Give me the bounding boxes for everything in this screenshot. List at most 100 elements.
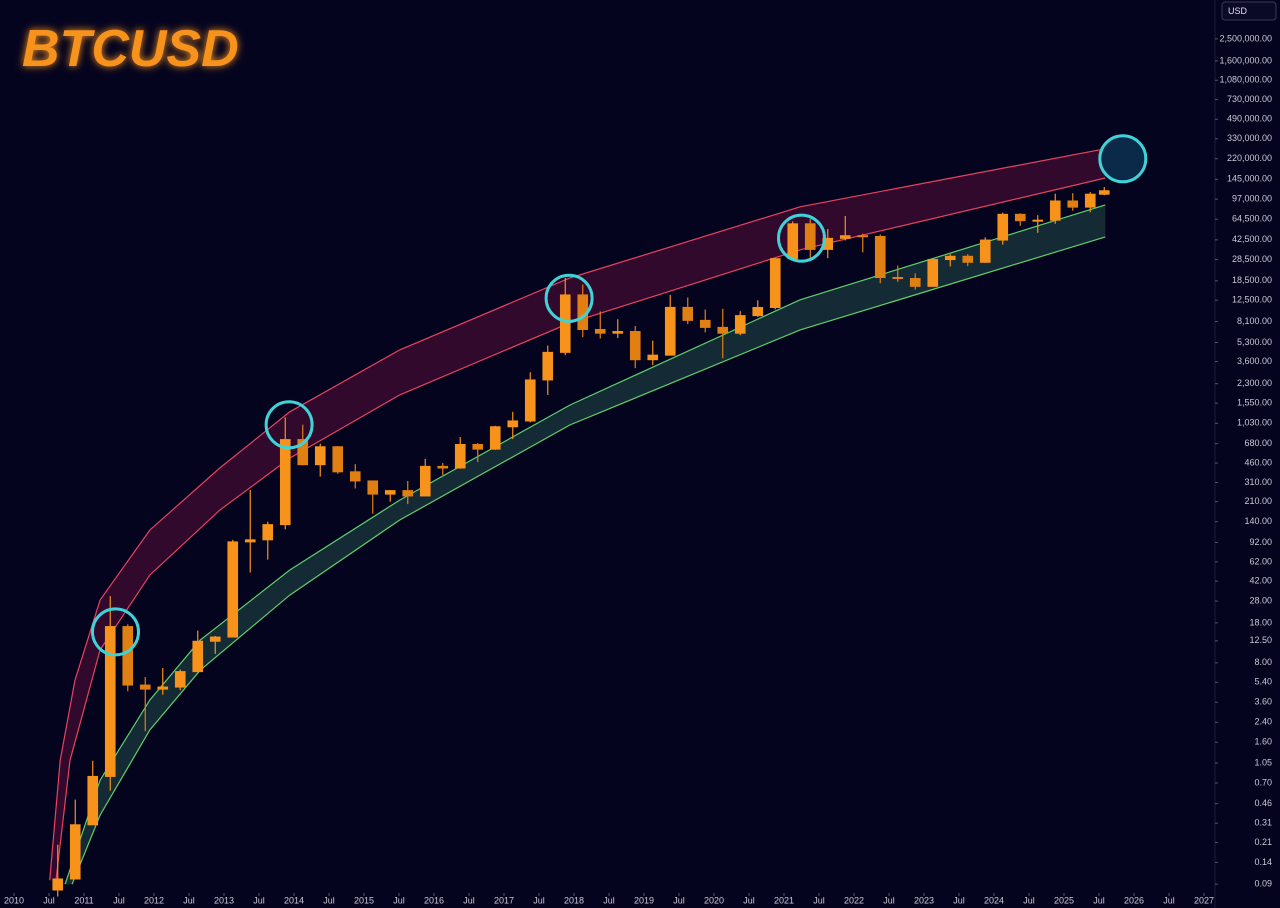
candle-body bbox=[87, 775, 99, 826]
x-tick-label: 2019 bbox=[634, 895, 654, 905]
x-tick-label: 2021 bbox=[774, 895, 794, 905]
x-tick-label: 2010 bbox=[4, 895, 24, 905]
x-tick-label: 2014 bbox=[284, 895, 304, 905]
candle-body bbox=[944, 255, 956, 261]
x-tick-label: Jul bbox=[743, 895, 755, 905]
highlight-circle bbox=[264, 400, 314, 450]
y-tick-label: 18.00 bbox=[1249, 617, 1272, 627]
y-tick-label: 680.00 bbox=[1244, 438, 1272, 448]
y-tick-label: 1.05 bbox=[1254, 757, 1272, 767]
candle-body bbox=[174, 671, 186, 688]
y-tick-label: 97,000.00 bbox=[1232, 194, 1272, 204]
x-tick-label: 2025 bbox=[1054, 895, 1074, 905]
x-tick-label: Jul bbox=[113, 895, 125, 905]
y-tick-label: 330,000.00 bbox=[1227, 133, 1272, 143]
candle-body bbox=[1067, 200, 1079, 208]
y-tick-label: 3.60 bbox=[1254, 697, 1272, 707]
x-tick-label: 2020 bbox=[704, 895, 724, 905]
x-tick-label: Jul bbox=[253, 895, 265, 905]
x-tick-label: 2017 bbox=[494, 895, 514, 905]
y-tick-label: 0.09 bbox=[1254, 879, 1272, 889]
y-tick-label: 1,600,000.00 bbox=[1219, 55, 1272, 65]
y-tick-label: 140.00 bbox=[1244, 516, 1272, 526]
candle-body bbox=[787, 223, 799, 260]
y-tick-label: 0.14 bbox=[1254, 857, 1272, 867]
highlights bbox=[91, 134, 1148, 657]
x-tick-label: Jul bbox=[883, 895, 895, 905]
y-tick-label: 8.00 bbox=[1254, 657, 1272, 667]
y-tick-label: 92.00 bbox=[1249, 537, 1272, 547]
candles bbox=[52, 187, 1110, 897]
y-tick-label: 730,000.00 bbox=[1227, 94, 1272, 104]
y-tick-label: 220,000.00 bbox=[1227, 153, 1272, 163]
x-tick-label: Jul bbox=[393, 895, 405, 905]
candle-body bbox=[314, 446, 326, 466]
x-tick-label: Jul bbox=[463, 895, 475, 905]
x-tick-label: Jul bbox=[323, 895, 335, 905]
y-tick-label: 1,030.00 bbox=[1237, 418, 1272, 428]
highlight-circle bbox=[1098, 134, 1148, 184]
candle-body bbox=[454, 443, 466, 469]
candle-body bbox=[192, 640, 204, 673]
candle-body bbox=[122, 626, 134, 686]
x-tick-label: Jul bbox=[673, 895, 685, 905]
candle-body bbox=[629, 331, 641, 361]
x-tick-label: 2015 bbox=[354, 895, 374, 905]
x-tick-label: Jul bbox=[533, 895, 545, 905]
band-line bbox=[49, 149, 1100, 881]
candle-body bbox=[734, 315, 746, 334]
candle-body bbox=[472, 443, 484, 450]
candle-body bbox=[244, 539, 256, 543]
candle-body bbox=[804, 223, 816, 250]
candle-body bbox=[664, 306, 676, 356]
y-tick-label: 1,080,000.00 bbox=[1219, 75, 1272, 85]
candle-body bbox=[437, 465, 449, 469]
x-tick-label: Jul bbox=[1023, 895, 1035, 905]
candle-body bbox=[594, 328, 606, 334]
candle-body bbox=[769, 258, 781, 308]
y-tick-label: 64,500.00 bbox=[1232, 214, 1272, 224]
y-tick-label: 18,500.00 bbox=[1232, 275, 1272, 285]
x-tick-label: 2027 bbox=[1194, 895, 1214, 905]
x-tick-label: 2024 bbox=[984, 895, 1004, 905]
candle-body bbox=[297, 439, 309, 466]
candle-body bbox=[1098, 190, 1110, 195]
y-tick-label: 210.00 bbox=[1244, 496, 1272, 506]
candle-body bbox=[384, 490, 396, 495]
candle-body bbox=[332, 446, 344, 473]
y-tick-label: 0.70 bbox=[1254, 777, 1272, 787]
x-tick-label: Jul bbox=[183, 895, 195, 905]
x-tick-label: 2018 bbox=[564, 895, 584, 905]
highlight-circle bbox=[777, 213, 827, 263]
y-tick-label: 28,500.00 bbox=[1232, 254, 1272, 264]
candle-body bbox=[209, 636, 221, 642]
candle-body bbox=[157, 686, 169, 690]
y-tick-label: 460.00 bbox=[1244, 457, 1272, 467]
y-tick-label: 0.31 bbox=[1254, 818, 1272, 828]
y-tick-label: 490,000.00 bbox=[1227, 114, 1272, 124]
y-tick-label: 42.00 bbox=[1249, 575, 1272, 585]
candle-body bbox=[279, 439, 291, 526]
candle-body bbox=[507, 420, 519, 428]
candle-body bbox=[1032, 219, 1044, 222]
x-tick-label: Jul bbox=[43, 895, 55, 905]
currency-box bbox=[1221, 1, 1277, 21]
y-tick-label: 3,600.00 bbox=[1237, 356, 1272, 366]
candle-body bbox=[839, 235, 851, 239]
x-tick-label: 2026 bbox=[1124, 895, 1144, 905]
candle-body bbox=[542, 351, 554, 381]
candle-body bbox=[69, 824, 81, 880]
y-tick-label: 2,300.00 bbox=[1237, 378, 1272, 388]
y-tick-label: 8,100.00 bbox=[1237, 316, 1272, 326]
candle-body bbox=[524, 379, 536, 422]
y-tick-label: 42,500.00 bbox=[1232, 234, 1272, 244]
y-tick-label: 5.40 bbox=[1254, 677, 1272, 687]
highlight-circle bbox=[544, 273, 594, 323]
candle-body bbox=[699, 319, 711, 328]
band-line bbox=[55, 177, 1106, 881]
y-tick-label: 0.46 bbox=[1254, 798, 1272, 808]
y-tick-label: 2.40 bbox=[1254, 717, 1272, 727]
x-tick-label: Jul bbox=[813, 895, 825, 905]
